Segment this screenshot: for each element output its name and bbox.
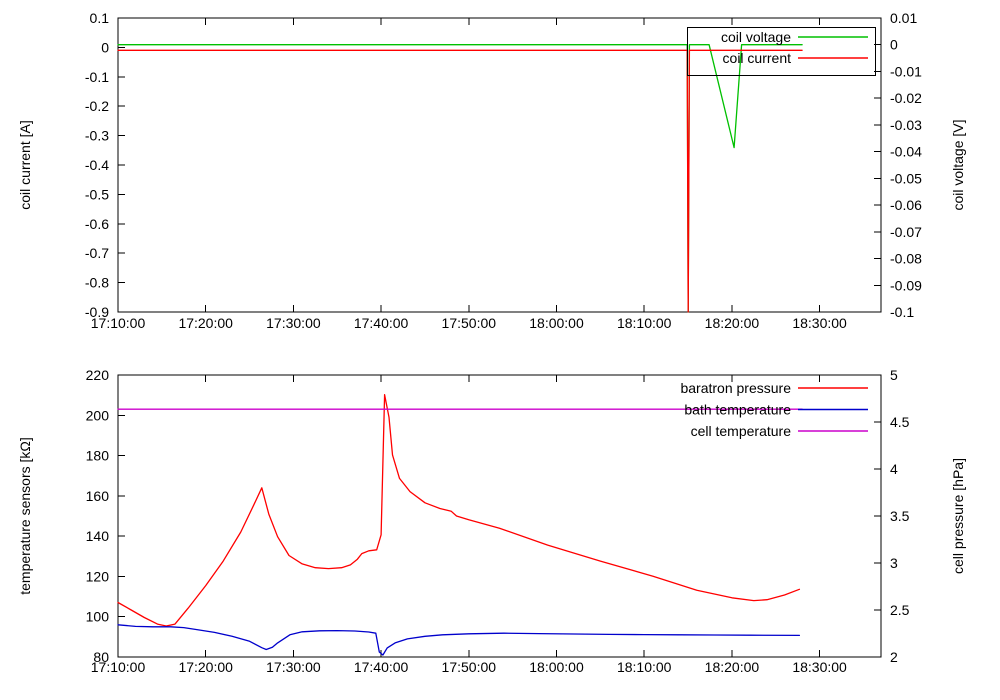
- y2-tick-label: 3: [890, 555, 898, 571]
- x-tick-label: 18:20:00: [705, 659, 760, 675]
- y2-tick-label: -0.1: [890, 304, 914, 320]
- x-tick-label: 17:40:00: [354, 659, 409, 675]
- y-tick-label: -0.7: [85, 245, 109, 261]
- y-axis-title: coil current [A]: [17, 120, 33, 209]
- y2-tick-label: 5: [890, 367, 898, 383]
- y2-tick-label: 0.01: [890, 10, 917, 26]
- legend-label: cell temperature: [691, 423, 792, 439]
- y-tick-label: -0.9: [85, 304, 109, 320]
- y-tick-label: -0.8: [85, 275, 109, 291]
- x-tick-label: 17:50:00: [442, 315, 497, 331]
- y2-tick-label: 2: [890, 649, 898, 665]
- panel-bottom: 17:10:00 17:20:00 17:30:00 17:40:00 17:50:00…: [17, 367, 966, 675]
- plot-border: [117, 374, 882, 658]
- y-tick-label: 0: [101, 39, 109, 55]
- y-tick-label: -0.4: [85, 157, 109, 173]
- y2-tick-label: -0.07: [890, 224, 922, 240]
- x-tick-label: 17:40:00: [354, 315, 409, 331]
- x-tick-label: 18:30:00: [792, 659, 847, 675]
- legend-label: coil current: [723, 50, 792, 66]
- series-coil-current: [117, 49, 803, 313]
- y-tick-label: 180: [86, 448, 110, 464]
- x-tick-label: 18:10:00: [617, 659, 672, 675]
- y2-tick-label: -0.03: [890, 117, 922, 133]
- y-tick-label: -0.5: [85, 186, 109, 202]
- y2-tick-label: 0: [890, 37, 898, 53]
- x-tick-label: 17:20:00: [178, 659, 233, 675]
- y2-tick-label: -0.04: [890, 144, 922, 160]
- x-tick-label: 18:00:00: [529, 315, 584, 331]
- y-tick-label: 140: [86, 528, 110, 544]
- y-tick-label: -0.6: [85, 216, 109, 232]
- y-axis-title: temperature sensors [kΩ]: [17, 437, 33, 595]
- y-tick-label: 200: [86, 407, 110, 423]
- legend-box: [687, 27, 876, 76]
- y2-tick-label: -0.01: [890, 63, 922, 79]
- x-tick-label: 17:10:00: [91, 315, 146, 331]
- y2-tick-label: -0.02: [890, 90, 922, 106]
- y2-tick-label: 3.5: [890, 508, 910, 524]
- panel-top: 17:10:00 17:20:00 17:30:00 17:40:00 17:50:00…: [17, 10, 966, 331]
- legend-label: baratron pressure: [680, 380, 791, 396]
- y-tick-label: 80: [93, 649, 109, 665]
- y2-tick-label: 4: [890, 461, 898, 477]
- y-tick-label: 0.1: [90, 10, 110, 26]
- x-tick-label: 18:00:00: [529, 659, 584, 675]
- y-tick-label: -0.2: [85, 98, 109, 114]
- y-tick-label: 100: [86, 609, 110, 625]
- x-tick-label: 17:30:00: [266, 659, 321, 675]
- series-coil-voltage: [117, 44, 803, 313]
- legend: baratron pressure bath temperature cell te…: [680, 380, 868, 439]
- y-tick-label: 120: [86, 568, 110, 584]
- y-tick-label: 160: [86, 488, 110, 504]
- y2-tick-label: 2.5: [890, 602, 910, 618]
- x-tick-label: 17:30:00: [266, 315, 321, 331]
- y2-axis-title: coil voltage [V]: [950, 119, 966, 210]
- series-baratron-pressure: [117, 394, 801, 627]
- x-tick-label: 17:10:00: [91, 659, 146, 675]
- x-tick-label: 18:20:00: [705, 315, 760, 331]
- legend-label: coil voltage: [721, 29, 791, 45]
- y2-tick-label: -0.06: [890, 197, 922, 213]
- series-bath-temperature: [117, 624, 801, 656]
- y2-tick-label: -0.05: [890, 170, 922, 186]
- plot-border: [117, 17, 882, 313]
- legend-label: bath temperature: [684, 402, 791, 418]
- y2-axis-title: cell pressure [hPa]: [950, 458, 966, 574]
- x-tick-label: 18:30:00: [792, 315, 847, 331]
- y2-tick-label: -0.09: [890, 277, 922, 293]
- x-tick-label: 17:50:00: [442, 659, 497, 675]
- x-tick-label: 18:10:00: [617, 315, 672, 331]
- x-tick-label: 17:20:00: [178, 315, 233, 331]
- y-tick-label: 220: [86, 367, 110, 383]
- y2-tick-label: -0.08: [890, 251, 922, 267]
- y2-tick-label: 4.5: [890, 414, 910, 430]
- y-tick-label: -0.1: [85, 69, 109, 85]
- y-tick-label: -0.3: [85, 128, 109, 144]
- legend: coil voltage coil current: [687, 27, 876, 76]
